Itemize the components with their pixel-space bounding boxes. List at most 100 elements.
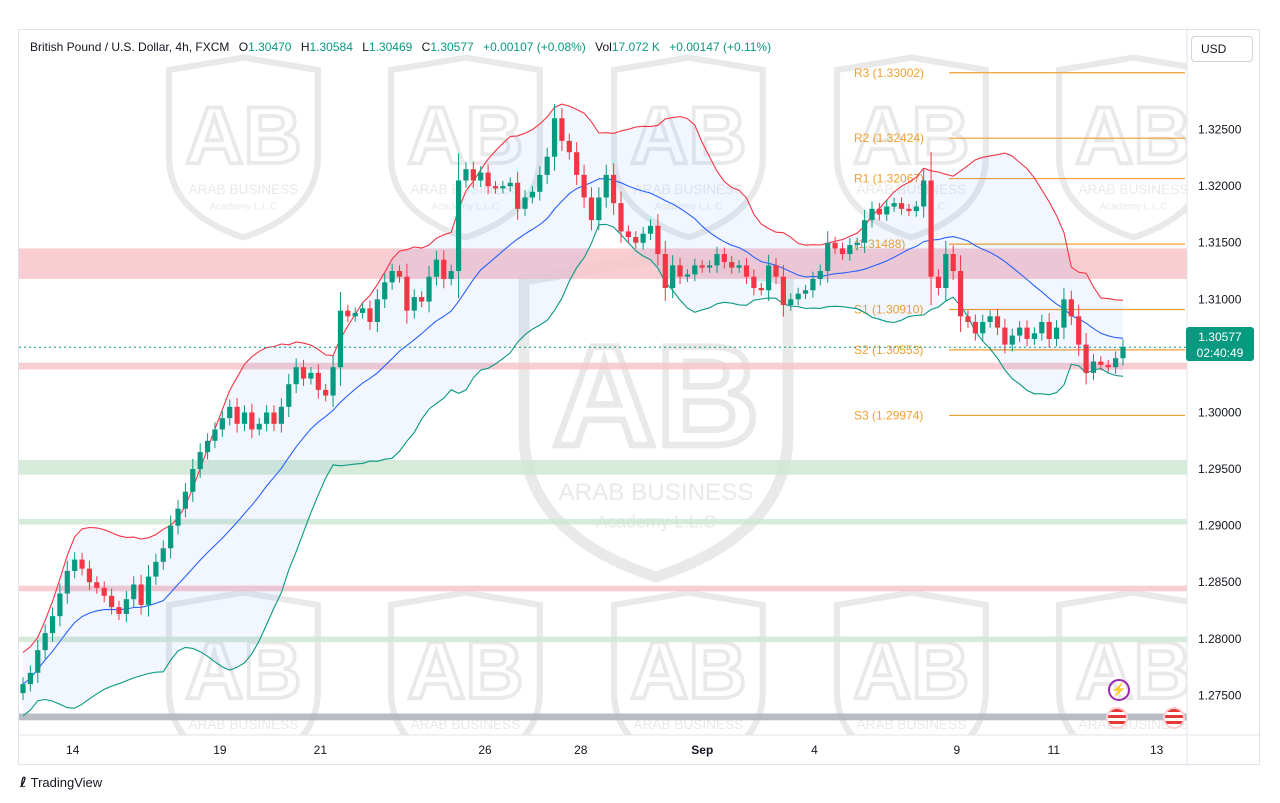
candle (204, 440, 211, 453)
candle (987, 316, 993, 322)
price-tick-label: 1.30000 (1198, 405, 1242, 419)
candle (212, 429, 218, 441)
candle (780, 276, 787, 305)
candle (1039, 321, 1045, 334)
candle (551, 118, 558, 157)
candle (264, 412, 270, 424)
watermark-monogram: AB (853, 91, 969, 181)
bollinger-lower (22, 223, 1124, 717)
candle (256, 423, 262, 430)
candle (906, 208, 912, 212)
candle (101, 587, 107, 596)
candle (197, 452, 203, 470)
candle (86, 568, 93, 583)
candle (27, 672, 33, 685)
us-flag-event-icon[interactable] (1106, 707, 1128, 729)
candle (249, 412, 255, 430)
candle (994, 316, 1001, 328)
candle (773, 265, 779, 277)
candle (108, 595, 115, 608)
candle (308, 372, 314, 379)
candle (566, 140, 572, 153)
candle (241, 412, 248, 424)
candle (160, 548, 166, 562)
zone-band (19, 460, 1187, 475)
candle (714, 254, 720, 266)
candle (389, 271, 395, 283)
candle (1031, 333, 1038, 339)
candle (817, 271, 823, 279)
candle (950, 254, 956, 272)
candle (411, 297, 417, 311)
candle (972, 321, 978, 334)
candle (670, 265, 676, 289)
time-tick-label: 4 (811, 743, 818, 757)
candle (1098, 361, 1104, 365)
tradingview-mark-icon: ℓ (20, 775, 27, 791)
watermark-text: ARAB BUSINESS (1079, 182, 1189, 197)
pivot-label: R2 (1.32424) (854, 131, 924, 145)
currency-button[interactable]: USD (1191, 36, 1253, 62)
candle (603, 174, 609, 198)
candle (677, 265, 683, 277)
candle (182, 491, 189, 509)
time-tick-label: 26 (478, 743, 492, 757)
candle (79, 559, 85, 569)
candle (492, 186, 499, 189)
price-tick-label: 1.29500 (1198, 462, 1242, 476)
chart-panel[interactable]: AB ARAB BUSINESS Academy L.L.C AB ARAB BUSIN… (18, 29, 1261, 766)
time-tick-label: Sep (691, 743, 713, 757)
watermark-shield-outline (387, 589, 543, 735)
candle (847, 245, 853, 255)
watermark-subtext: Academy L.L.C (655, 202, 723, 213)
candle (20, 684, 26, 694)
watermark-shield-outline (1055, 589, 1187, 735)
time-tick-label: 9 (954, 743, 961, 757)
candle (57, 593, 63, 617)
price-tick-label: 1.32500 (1198, 123, 1242, 137)
candle (1120, 346, 1126, 359)
watermark-monogram: AB (407, 91, 523, 181)
candle (1017, 327, 1023, 336)
watermark-subtext: Academy L.L.C (210, 202, 278, 213)
candle (618, 203, 624, 232)
price-tick-label: 1.31000 (1198, 292, 1242, 306)
pivot-label: R3 (1.33002) (854, 66, 924, 80)
close-value: 1.30577 (430, 40, 474, 54)
zone-band (19, 585, 1187, 592)
price-tick-label: 1.32000 (1198, 179, 1242, 193)
flash-event-icon[interactable]: ⚡ (1108, 679, 1130, 701)
tradingview-wordmark: TradingView (30, 775, 103, 790)
candle (227, 406, 233, 419)
pivot-label: S1 (1.30910) (854, 303, 923, 317)
candle (404, 276, 410, 311)
candle (655, 225, 661, 255)
time-tick-label: 11 (1048, 743, 1061, 757)
high-value: 1.30584 (309, 40, 353, 54)
watermark-monogram: AB (185, 91, 301, 181)
symbol-title[interactable]: British Pound / U.S. Dollar, 4h, FXCM (30, 40, 230, 54)
candle (507, 182, 513, 187)
candle (1105, 364, 1111, 368)
candle (736, 265, 742, 268)
zone-band (19, 362, 1187, 370)
candle (500, 186, 506, 189)
tradingview-logo[interactable]: ℓ TradingView (20, 775, 102, 791)
price-tick-label: 1.28500 (1198, 575, 1242, 589)
candle (559, 118, 565, 141)
candle (1046, 321, 1052, 339)
candle (581, 174, 587, 198)
candle (315, 372, 321, 390)
watermark-shield-outline (1055, 54, 1187, 241)
us-flag-event-icon[interactable] (1163, 707, 1185, 729)
watermark-monogram: AB (553, 317, 760, 476)
watermark-text: ARAB BUSINESS (634, 717, 744, 732)
candle (94, 582, 100, 588)
candle (293, 367, 299, 385)
candle (116, 607, 122, 614)
